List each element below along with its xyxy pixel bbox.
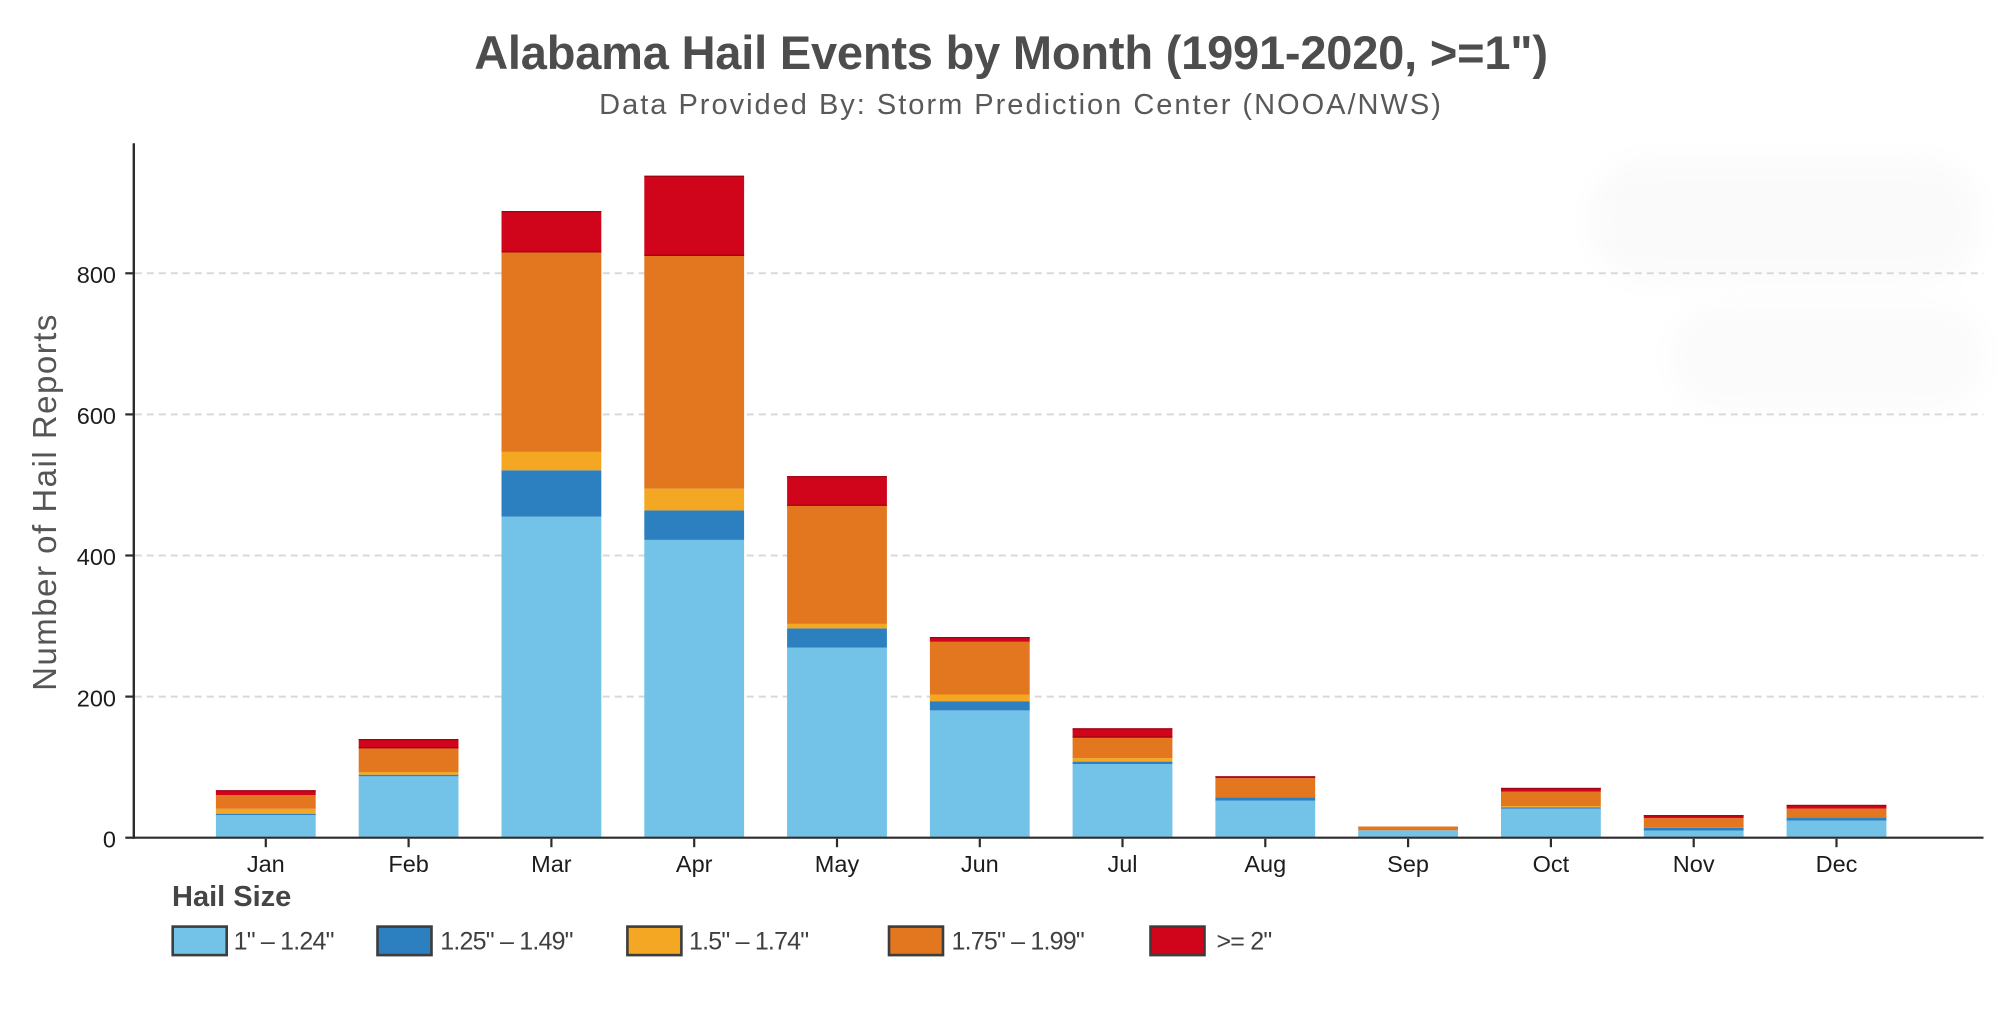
svg-text:Sep: Sep xyxy=(1387,851,1429,877)
svg-text:Aug: Aug xyxy=(1244,851,1286,877)
svg-text:1" – 1.24": 1" – 1.24" xyxy=(234,928,334,956)
svg-text:400: 400 xyxy=(77,544,116,570)
svg-text:0: 0 xyxy=(103,826,116,852)
svg-text:200: 200 xyxy=(77,685,116,711)
svg-text:600: 600 xyxy=(77,403,116,429)
svg-text:Feb: Feb xyxy=(388,851,429,877)
svg-text:Data Provided By: Storm Predic: Data Provided By: Storm Prediction Cente… xyxy=(599,89,1443,121)
svg-text:Oct: Oct xyxy=(1533,851,1570,877)
svg-text:Number of Hail Reports: Number of Hail Reports xyxy=(26,313,63,691)
svg-text:1.25" – 1.49": 1.25" – 1.49" xyxy=(440,928,572,956)
svg-text:>= 2": >= 2" xyxy=(1217,928,1272,956)
svg-text:Jul: Jul xyxy=(1107,851,1137,877)
svg-text:Mar: Mar xyxy=(531,851,572,877)
svg-text:Alabama Hail Events by Month (: Alabama Hail Events by Month (1991-2020,… xyxy=(474,26,1548,79)
svg-text:Hail Size: Hail Size xyxy=(172,881,291,913)
svg-text:Jan: Jan xyxy=(247,851,285,877)
svg-text:Jun: Jun xyxy=(961,851,999,877)
svg-text:1.5" – 1.74": 1.5" – 1.74" xyxy=(689,928,808,956)
svg-text:Dec: Dec xyxy=(1816,851,1858,877)
svg-text:800: 800 xyxy=(77,262,116,288)
svg-text:1.75" – 1.99": 1.75" – 1.99" xyxy=(952,928,1084,956)
svg-text:Nov: Nov xyxy=(1673,851,1715,877)
svg-text:Apr: Apr xyxy=(676,851,713,877)
svg-text:May: May xyxy=(815,851,860,877)
